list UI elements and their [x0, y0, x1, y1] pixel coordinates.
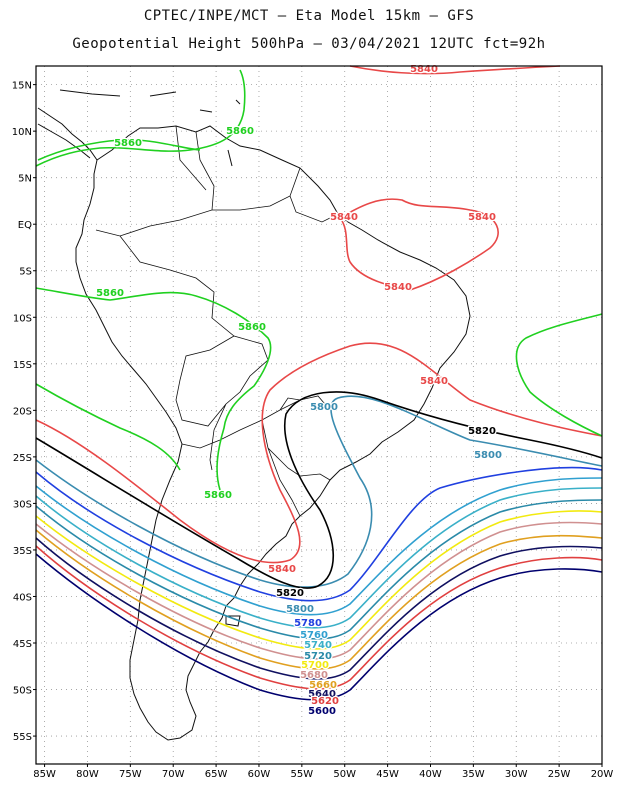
- contour-label-5840: 5840: [268, 564, 296, 575]
- central-america-coast: [37, 107, 98, 161]
- contour-5840-north: [339, 198, 499, 291]
- lat-tick-label: 5S: [19, 267, 32, 278]
- south-america-coast: [75, 125, 471, 741]
- contour-label-5860: 5860: [204, 490, 232, 501]
- lat-tick-label: 15N: [12, 81, 32, 92]
- height-contours: [35, 65, 603, 701]
- lat-tick-label: 55S: [13, 732, 32, 743]
- lon-tick-label: 45W: [376, 769, 399, 780]
- map-frame: [35, 65, 603, 765]
- lon-tick-label: 85W: [33, 769, 56, 780]
- lat-tick-label: 35S: [13, 546, 32, 557]
- contour-label-5820: 5820: [468, 426, 496, 437]
- contour-label-5680: 5680: [300, 670, 328, 681]
- lat-tick-label: 20S: [13, 406, 32, 417]
- contour-label-5860: 5860: [226, 126, 254, 137]
- contour-5780: [35, 466, 603, 602]
- contour-label-5840: 5840: [468, 212, 496, 223]
- contour-5800: [35, 395, 603, 588]
- contour-5620: [35, 545, 603, 690]
- contour-label-5860: 5860: [96, 288, 124, 299]
- contour-5720: [35, 499, 603, 640]
- contour-label-5640: 5640: [308, 689, 336, 700]
- contour-label-5760: 5760: [300, 630, 328, 641]
- map-subtitle: Geopotential Height 500hPa – 03/04/2021 …: [72, 36, 546, 52]
- contour-5860-west: [35, 383, 181, 471]
- coastlines: [37, 89, 471, 741]
- lon-tick-label: 50W: [333, 769, 356, 780]
- falklands: [225, 615, 241, 627]
- map-title: CPTEC/INPE/MCT – Eta Model 15km – GFS: [143, 8, 475, 24]
- contour-label-5860: 5860: [114, 138, 142, 149]
- contour-5740: [35, 487, 603, 629]
- lon-tick-label: 70W: [162, 769, 185, 780]
- contour-5840-top: [349, 65, 561, 75]
- contour-label-5660: 5660: [309, 680, 337, 691]
- axis-ticks: 15N 10N 5N EQ 5S 10S 15S 20S 25S 30S 35S 40S 45S 50S 5…: [12, 81, 614, 780]
- contour-label-5620: 5620: [311, 696, 339, 707]
- lon-tick-label: 35W: [462, 769, 485, 780]
- contour-label-5840: 5840: [384, 282, 412, 293]
- contour-label-5860: 5860: [238, 322, 266, 333]
- lat-tick-label: 25S: [13, 453, 32, 464]
- contour-label-5840: 5840: [420, 376, 448, 387]
- contour-label-5740: 5740: [304, 640, 332, 651]
- lon-tick-label: 30W: [505, 769, 528, 780]
- contour-labels: 5840 5860 5860 5840 5840 5840 5860 5860 5840 5800…: [95, 63, 503, 719]
- contour-label-5820: 5820: [276, 588, 304, 599]
- contour-label-5840: 5840: [330, 212, 358, 223]
- lat-tick-label: EQ: [18, 220, 32, 231]
- contour-5660: [35, 529, 603, 670]
- contour-5700: [35, 510, 603, 650]
- lon-tick-label: 60W: [248, 769, 271, 780]
- contour-5840: [35, 342, 603, 564]
- lat-tick-label: 10N: [12, 127, 32, 138]
- contour-label-5700: 5700: [301, 660, 329, 671]
- lon-tick-label: 75W: [119, 769, 142, 780]
- contour-label-5720: 5720: [304, 651, 332, 662]
- lon-tick-label: 25W: [548, 769, 571, 780]
- lon-tick-label: 55W: [291, 769, 314, 780]
- contour-5820: [35, 391, 603, 589]
- contour-5640: [35, 537, 603, 680]
- contour-5860-mid: [35, 287, 272, 491]
- lat-tick-label: 5N: [18, 174, 32, 185]
- contour-5860-north: [35, 69, 246, 167]
- caribbean-islands: [59, 89, 241, 167]
- lon-tick-label: 20W: [591, 769, 614, 780]
- lon-tick-label: 40W: [419, 769, 442, 780]
- contour-5680: [35, 521, 603, 660]
- lat-tick-label: 10S: [13, 313, 32, 324]
- lat-tick-label: 30S: [13, 499, 32, 510]
- lat-tick-label: 40S: [13, 592, 32, 603]
- contour-5760: [35, 477, 603, 616]
- contour-label-5800: 5800: [286, 604, 314, 615]
- lat-tick-label: 15S: [13, 360, 32, 371]
- lon-tick-label: 65W: [205, 769, 228, 780]
- contour-label-5800: 5800: [310, 402, 338, 413]
- lat-tick-label: 50S: [13, 686, 32, 697]
- contour-5860-east: [515, 313, 603, 437]
- contour-label-5800: 5800: [474, 450, 502, 461]
- lat-tick-label: 45S: [13, 639, 32, 650]
- lon-tick-label: 80W: [76, 769, 99, 780]
- contour-label-5600: 5600: [308, 706, 336, 717]
- contour-label-5780: 5780: [294, 618, 322, 629]
- contour-5600: [35, 553, 603, 701]
